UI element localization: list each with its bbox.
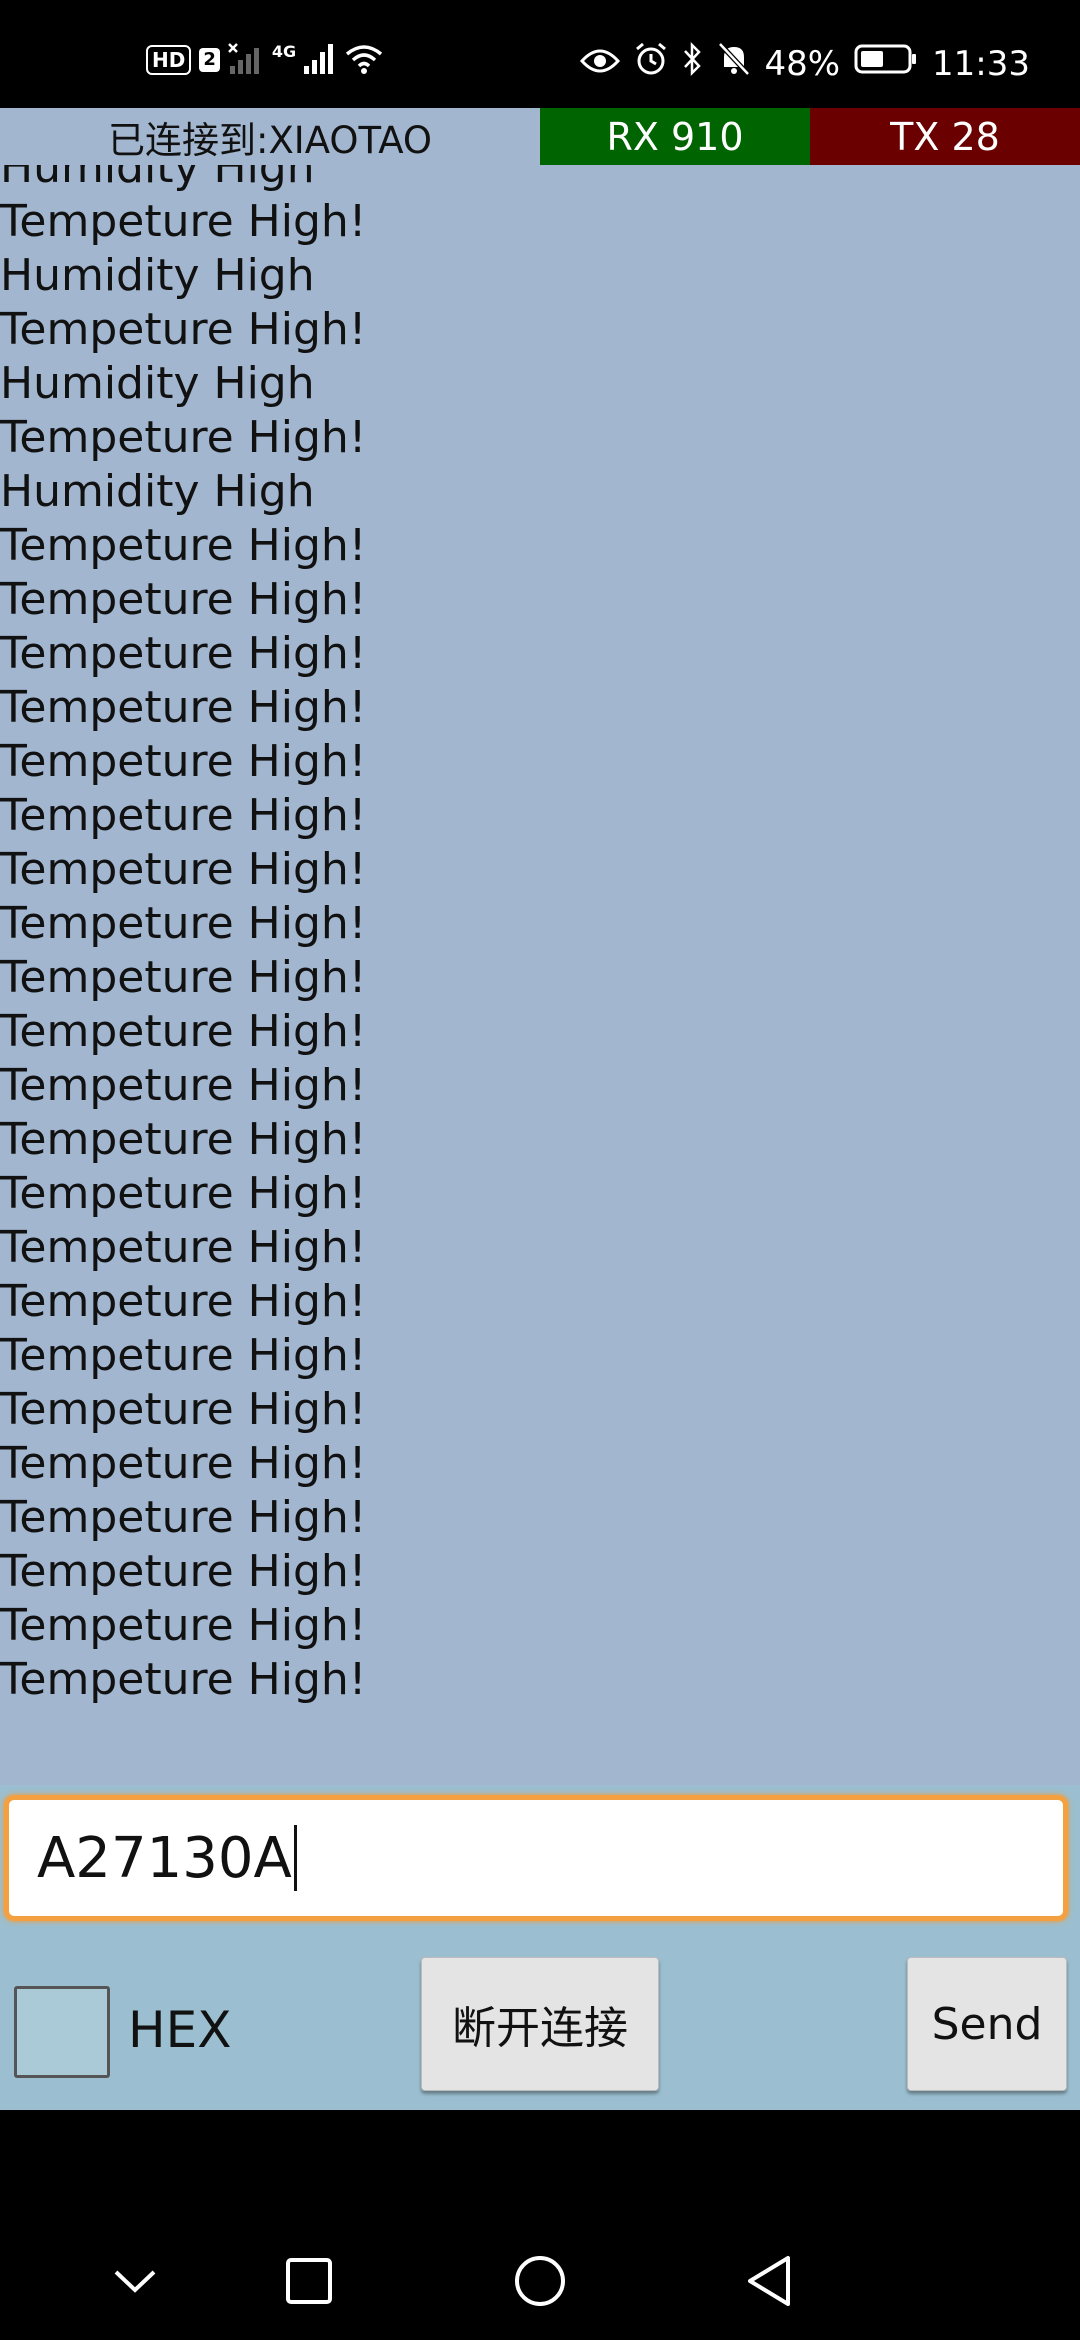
recents-square-icon[interactable] xyxy=(284,2256,334,2310)
log-line: Tempeture High! xyxy=(0,574,367,625)
connection-header: 已连接到:XIAOTAO RX 910 TX 28 xyxy=(0,108,1080,165)
log-line: Tempeture High! xyxy=(0,196,367,247)
status-bar: HD 2 4G xyxy=(0,0,1080,108)
log-line: Tempeture High! xyxy=(0,1168,367,1219)
log-line: Tempeture High! xyxy=(0,952,367,1003)
log-line: Tempeture High! xyxy=(0,1006,367,1057)
log-line: Humidity High xyxy=(0,250,315,301)
log-line: Tempeture High! xyxy=(0,1276,367,1327)
connection-status-label: 已连接到:XIAOTAO xyxy=(107,118,433,162)
eye-icon xyxy=(580,44,621,84)
clock: 11:33 xyxy=(932,43,1030,84)
alarm-icon xyxy=(634,42,668,85)
sim-badge: 2 xyxy=(199,48,220,72)
status-bar-right: 48% 11:33 xyxy=(580,41,1030,85)
log-line: Tempeture High! xyxy=(0,1330,367,1381)
log-line: Tempeture High! xyxy=(0,304,367,355)
receive-log[interactable]: Humidity High Tempeture High! Humidity Hig… xyxy=(0,165,1080,1785)
chevron-down-icon[interactable] xyxy=(112,2266,158,2300)
log-line: Tempeture High! xyxy=(0,1492,367,1543)
battery-percent: 48% xyxy=(764,43,841,84)
home-circle-icon[interactable] xyxy=(513,2254,567,2312)
log-line: Tempeture High! xyxy=(0,628,367,679)
tx-counter: TX 28 xyxy=(810,108,1080,165)
log-line: Tempeture High! xyxy=(0,1222,367,1273)
log-line: Tempeture High! xyxy=(0,898,367,949)
hd-badge: HD xyxy=(146,45,192,75)
navigation-bar xyxy=(0,2110,1080,2340)
log-line: Tempeture High! xyxy=(0,520,367,571)
log-line: Tempeture High! xyxy=(0,1654,367,1705)
send-button[interactable]: Send xyxy=(907,1957,1067,2091)
log-line: Tempeture High! xyxy=(0,1546,367,1597)
bluetooth-icon xyxy=(682,41,704,85)
wifi-icon xyxy=(344,42,384,78)
battery-icon xyxy=(854,43,918,84)
log-line: Tempeture High! xyxy=(0,682,367,733)
rx-counter: RX 910 xyxy=(540,108,810,165)
log-line: Tempeture High! xyxy=(0,736,367,787)
signal-4g-icon xyxy=(304,42,336,78)
hex-checkbox[interactable] xyxy=(14,1986,110,2078)
log-line: Humidity High xyxy=(0,165,315,193)
log-line: Humidity High xyxy=(0,466,315,517)
log-line: Tempeture High! xyxy=(0,1600,367,1651)
hex-checkbox-label[interactable]: HEX xyxy=(128,2001,232,2059)
log-line: Tempeture High! xyxy=(0,1384,367,1435)
send-input[interactable]: A27130A xyxy=(4,1795,1068,1921)
log-line: Tempeture High! xyxy=(0,790,367,841)
status-bar-left: HD 2 4G xyxy=(146,42,384,78)
send-panel: A27130A HEX 断开连接 Send xyxy=(0,1785,1080,2110)
network-type-label: 4G xyxy=(271,42,297,61)
mute-bell-icon xyxy=(718,42,751,85)
send-input-value: A27130A xyxy=(37,1825,292,1891)
text-caret xyxy=(293,1825,297,1891)
log-line: Tempeture High! xyxy=(0,844,367,895)
back-triangle-icon[interactable] xyxy=(744,2254,794,2312)
log-line: Tempeture High! xyxy=(0,1060,367,1111)
log-line: Humidity High xyxy=(0,358,315,409)
signal-muted-icon xyxy=(227,42,264,78)
log-line: Tempeture High! xyxy=(0,412,367,463)
log-line: Tempeture High! xyxy=(0,1438,367,1489)
log-line: Tempeture High! xyxy=(0,1114,367,1165)
disconnect-button[interactable]: 断开连接 xyxy=(421,1957,659,2091)
